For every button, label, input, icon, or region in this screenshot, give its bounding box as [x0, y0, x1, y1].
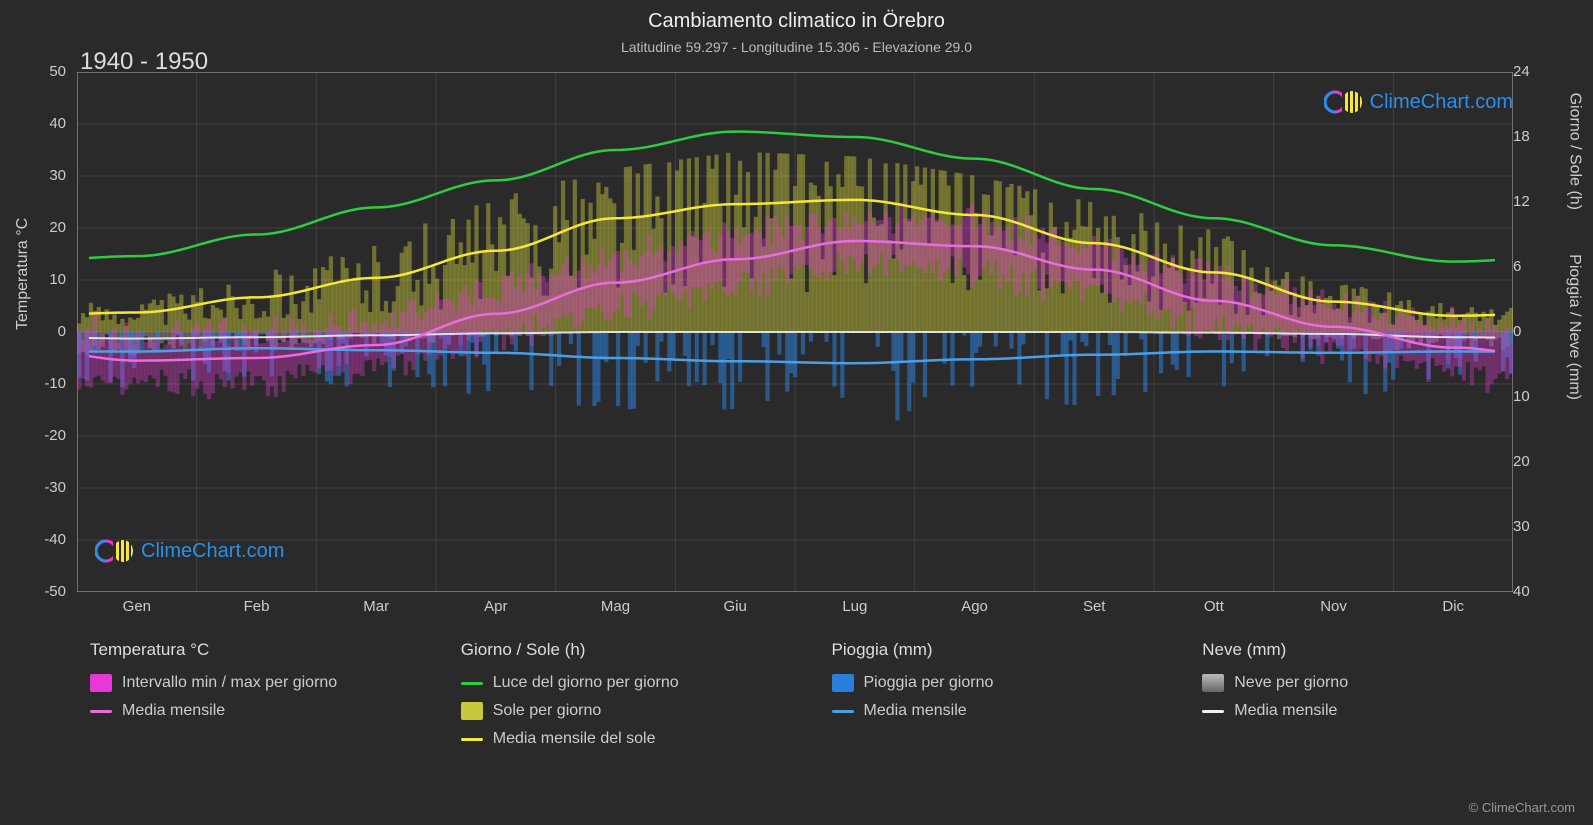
x-tick: Set — [1034, 598, 1154, 622]
legend-label: Sole per giorno — [493, 702, 602, 720]
chart-subtitle: Latitudine 59.297 - Longitudine 15.306 -… — [0, 33, 1593, 55]
x-tick: Lug — [795, 598, 915, 622]
swatch-daylight — [461, 682, 483, 685]
y-axis-right-top-label: Giorno / Sole (h) — [1565, 93, 1583, 210]
legend-item: Media mensile — [1202, 702, 1553, 720]
x-tick: Gen — [77, 598, 197, 622]
y-axis-right-bottom-label: Pioggia / Neve (mm) — [1565, 254, 1583, 400]
legend-header: Neve (mm) — [1202, 640, 1553, 660]
legend-label: Media mensile del sole — [493, 730, 656, 748]
legend-item: Neve per giorno — [1202, 674, 1553, 692]
legend: Temperatura °C Intervallo min / max per … — [90, 640, 1553, 748]
logo-text: ClimeChart.com — [1370, 91, 1513, 114]
legend-header: Temperatura °C — [90, 640, 441, 660]
legend-item: Media mensile del sole — [461, 730, 812, 748]
logo-icon — [95, 537, 135, 565]
legend-item: Media mensile — [90, 702, 441, 720]
legend-item: Media mensile — [832, 702, 1183, 720]
logo-watermark-top: ClimeChart.com — [1324, 88, 1513, 116]
x-tick: Ago — [915, 598, 1035, 622]
x-tick: Mar — [316, 598, 436, 622]
copyright-text: © ClimeChart.com — [1469, 800, 1575, 815]
legend-col-rain: Pioggia (mm) Pioggia per giorno Media me… — [832, 640, 1183, 748]
logo-icon — [1324, 88, 1364, 116]
x-tick: Feb — [197, 598, 317, 622]
legend-label: Luce del giorno per giorno — [493, 674, 679, 692]
swatch-rain — [832, 674, 854, 692]
legend-item: Luce del giorno per giorno — [461, 674, 812, 692]
logo-text: ClimeChart.com — [141, 540, 284, 563]
legend-label: Neve per giorno — [1234, 674, 1348, 692]
x-tick: Nov — [1274, 598, 1394, 622]
legend-col-day: Giorno / Sole (h) Luce del giorno per gi… — [461, 640, 812, 748]
x-tick: Dic — [1393, 598, 1513, 622]
x-tick: Giu — [675, 598, 795, 622]
legend-item: Pioggia per giorno — [832, 674, 1183, 692]
x-tick: Apr — [436, 598, 556, 622]
legend-item: Intervallo min / max per giorno — [90, 674, 441, 692]
legend-col-snow: Neve (mm) Neve per giorno Media mensile — [1202, 640, 1553, 748]
legend-label: Media mensile — [864, 702, 967, 720]
x-tick: Mag — [556, 598, 676, 622]
y-ticks-right-precip: 10203040 — [1513, 72, 1543, 592]
y-ticks-left: 50403020100-10-20-30-40-50 — [0, 72, 72, 592]
swatch-temp-mean — [90, 710, 112, 713]
chart-title: Cambiamento climatico in Örebro — [0, 0, 1593, 33]
swatch-sun — [461, 702, 483, 720]
legend-label: Media mensile — [122, 702, 225, 720]
legend-label: Pioggia per giorno — [864, 674, 994, 692]
logo-watermark-bottom: ClimeChart.com — [95, 537, 284, 565]
legend-header: Pioggia (mm) — [832, 640, 1183, 660]
legend-header: Giorno / Sole (h) — [461, 640, 812, 660]
swatch-snow-mean — [1202, 710, 1224, 713]
chart-plot-area — [77, 72, 1513, 592]
swatch-temp-range — [90, 674, 112, 692]
x-axis-ticks: GenFebMarAprMagGiuLugAgoSetOttNovDic — [77, 598, 1513, 622]
swatch-sun-mean — [461, 738, 483, 741]
x-tick: Ott — [1154, 598, 1274, 622]
swatch-snow — [1202, 674, 1224, 692]
legend-label: Intervallo min / max per giorno — [122, 674, 337, 692]
legend-item: Sole per giorno — [461, 702, 812, 720]
legend-col-temp: Temperatura °C Intervallo min / max per … — [90, 640, 441, 748]
swatch-rain-mean — [832, 710, 854, 713]
legend-label: Media mensile — [1234, 702, 1337, 720]
